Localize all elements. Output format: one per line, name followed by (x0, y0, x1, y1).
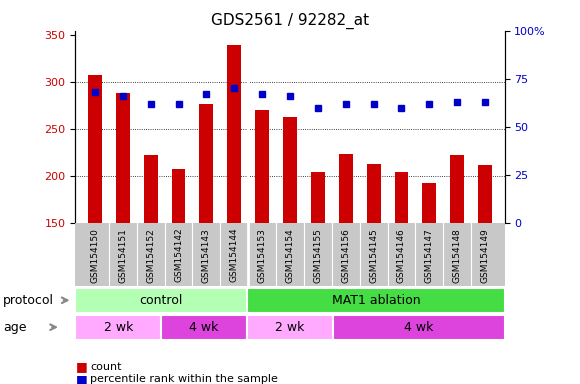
Text: MAT1 ablation: MAT1 ablation (332, 294, 420, 307)
Text: GSM154152: GSM154152 (146, 228, 155, 283)
Bar (88, 75, 102, 223)
Text: 4 wk: 4 wk (190, 321, 219, 334)
Text: protocol: protocol (3, 294, 54, 307)
Bar (161, 315, 247, 340)
Text: GSM154154: GSM154154 (285, 228, 295, 283)
Text: GSM154147: GSM154147 (425, 228, 434, 283)
Bar (255, 110, 269, 223)
Bar (172, 169, 186, 223)
Text: GSM154145: GSM154145 (369, 228, 378, 283)
Bar (333, 315, 505, 340)
Text: GSM154150: GSM154150 (90, 228, 99, 283)
Text: percentile rank within the sample: percentile rank within the sample (90, 374, 278, 384)
Text: 2 wk: 2 wk (104, 321, 133, 334)
Text: 2 wk: 2 wk (276, 321, 304, 334)
Text: GSM154144: GSM154144 (230, 228, 239, 282)
Text: GSM154149: GSM154149 (481, 228, 490, 283)
Title: GDS2561 / 92282_at: GDS2561 / 92282_at (211, 13, 369, 29)
Text: GSM154146: GSM154146 (397, 228, 406, 283)
Text: GSM154143: GSM154143 (202, 228, 211, 283)
Text: age: age (3, 321, 27, 334)
Text: control: control (140, 294, 183, 307)
Bar (247, 315, 333, 340)
Bar (144, 155, 158, 223)
Text: ■: ■ (75, 373, 87, 384)
Bar (394, 172, 408, 223)
Bar (116, 93, 130, 223)
Text: GSM154155: GSM154155 (313, 228, 322, 283)
Text: GSM154156: GSM154156 (341, 228, 350, 283)
Bar (450, 155, 464, 223)
Text: GSM154148: GSM154148 (453, 228, 462, 283)
Text: 4 wk: 4 wk (404, 321, 433, 334)
Bar (200, 104, 213, 223)
Bar (422, 184, 436, 223)
Bar (247, 288, 505, 313)
Bar (75, 288, 247, 313)
Text: GSM154153: GSM154153 (258, 228, 267, 283)
Bar (283, 117, 297, 223)
Text: ■: ■ (75, 360, 87, 373)
Bar (227, 45, 241, 223)
Bar (75, 315, 161, 340)
Text: GSM154142: GSM154142 (174, 228, 183, 282)
Bar (478, 165, 492, 223)
Bar (311, 172, 325, 223)
Text: count: count (90, 362, 121, 372)
Bar (367, 164, 380, 223)
Bar (339, 154, 353, 223)
Text: GSM154151: GSM154151 (118, 228, 127, 283)
